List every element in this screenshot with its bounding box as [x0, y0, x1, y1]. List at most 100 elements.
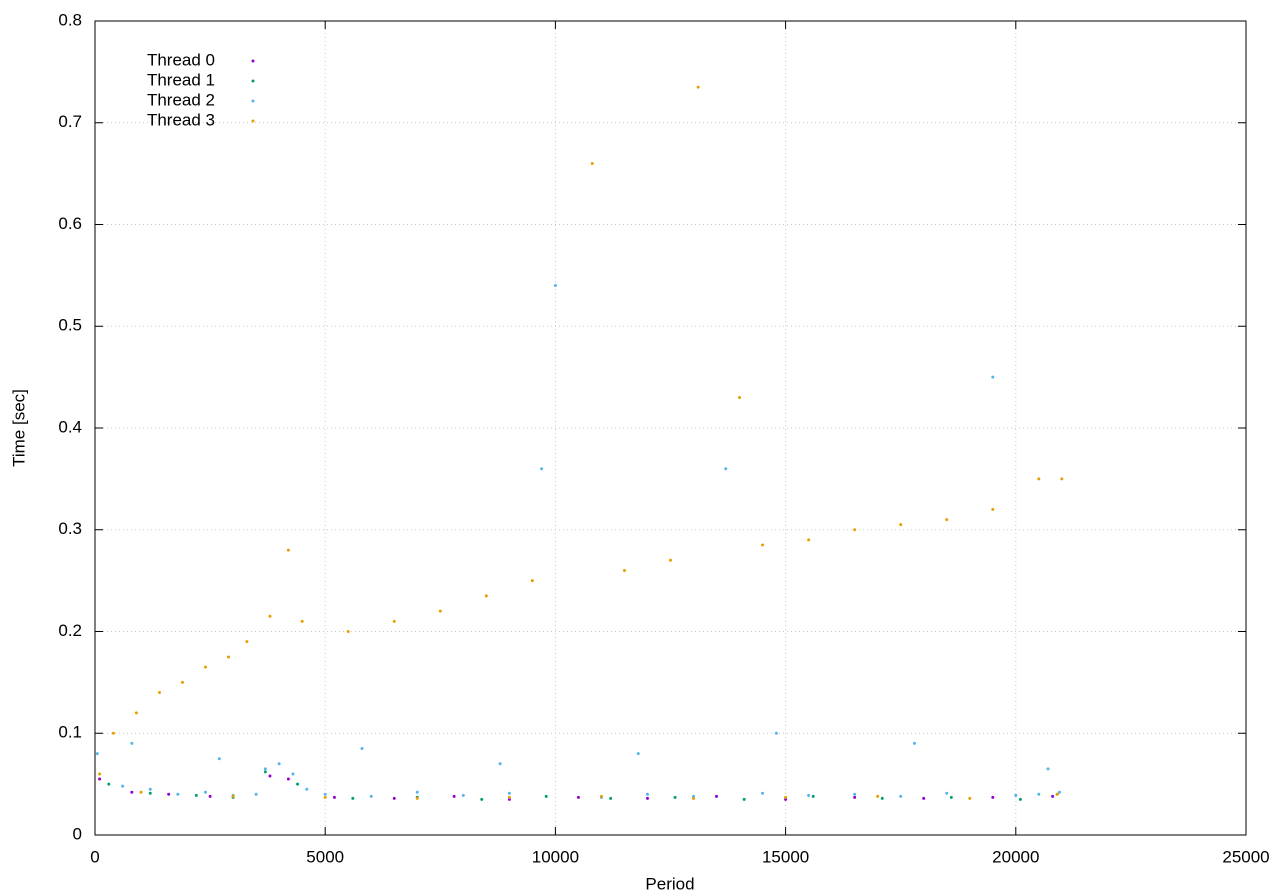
point [263, 767, 267, 771]
point [98, 772, 102, 776]
point [949, 795, 953, 799]
point [553, 284, 557, 288]
point [590, 161, 594, 165]
legend-label: Thread 1 [147, 70, 215, 89]
point [622, 568, 626, 572]
legend-label: Thread 2 [147, 90, 215, 109]
y-tick-label: 0.2 [58, 621, 82, 640]
point [544, 794, 548, 798]
point [738, 395, 742, 399]
point [1037, 477, 1041, 481]
point [346, 630, 350, 633]
point [180, 680, 184, 684]
legend-marker [251, 59, 255, 63]
point [645, 792, 649, 796]
point [1051, 794, 1055, 798]
point [461, 793, 465, 797]
point [130, 741, 134, 745]
point [148, 787, 152, 791]
point [392, 619, 396, 623]
point [332, 795, 336, 799]
point [111, 731, 115, 735]
point [899, 794, 903, 798]
point [286, 777, 290, 781]
point [254, 792, 258, 796]
plot-frame [94, 20, 1247, 836]
point [991, 795, 995, 799]
point [208, 794, 212, 798]
point [715, 794, 719, 798]
point [1018, 797, 1022, 801]
legend-marker [251, 119, 255, 123]
point [227, 655, 231, 659]
point [507, 791, 511, 795]
point [673, 795, 677, 799]
point [696, 85, 700, 89]
point [1014, 793, 1018, 797]
point [609, 796, 613, 800]
point [452, 794, 456, 798]
point [203, 790, 207, 794]
point [636, 752, 640, 756]
point [296, 782, 300, 786]
y-tick-label: 0 [73, 824, 82, 843]
point [968, 796, 972, 800]
point [369, 794, 373, 798]
point [217, 757, 221, 761]
point [645, 796, 649, 800]
point [761, 543, 765, 547]
y-tick-label: 0.3 [58, 519, 82, 538]
point [268, 614, 272, 618]
y-axis-label: Time [sec] [9, 389, 28, 467]
point [245, 640, 249, 644]
point [194, 793, 198, 797]
point [784, 795, 788, 799]
point [807, 793, 811, 797]
point [692, 796, 696, 800]
point [438, 609, 442, 613]
point [323, 795, 327, 799]
point [360, 747, 364, 751]
point [742, 797, 746, 801]
point [945, 518, 949, 522]
point [853, 792, 857, 796]
point [761, 791, 765, 795]
point [263, 770, 267, 774]
x-tick-label: 10000 [532, 847, 579, 866]
point [899, 523, 903, 527]
point [323, 792, 327, 796]
point [286, 548, 290, 552]
point [134, 711, 138, 715]
x-axis-label: Period [645, 874, 694, 893]
point [1060, 477, 1064, 481]
legend-marker [251, 99, 255, 103]
point [203, 665, 207, 669]
point [139, 790, 143, 794]
point [853, 795, 857, 799]
point [300, 619, 304, 623]
x-tick-label: 0 [90, 847, 99, 866]
point [95, 752, 99, 756]
point [669, 558, 672, 562]
point [807, 538, 811, 542]
point [351, 796, 355, 800]
point [291, 772, 295, 776]
x-tick-label: 15000 [762, 847, 809, 866]
x-tick-label: 5000 [306, 847, 344, 866]
point [853, 528, 857, 532]
point [876, 794, 880, 798]
point [98, 777, 102, 781]
y-tick-label: 0.8 [58, 10, 82, 29]
point [945, 791, 949, 795]
x-tick-label: 20000 [992, 847, 1039, 866]
point [1058, 790, 1062, 794]
point [540, 467, 544, 471]
point [507, 795, 511, 799]
point [599, 794, 603, 798]
y-tick-label: 0.6 [58, 214, 82, 233]
point [121, 784, 125, 788]
y-tick-label: 0.1 [58, 723, 82, 742]
point [530, 579, 534, 583]
